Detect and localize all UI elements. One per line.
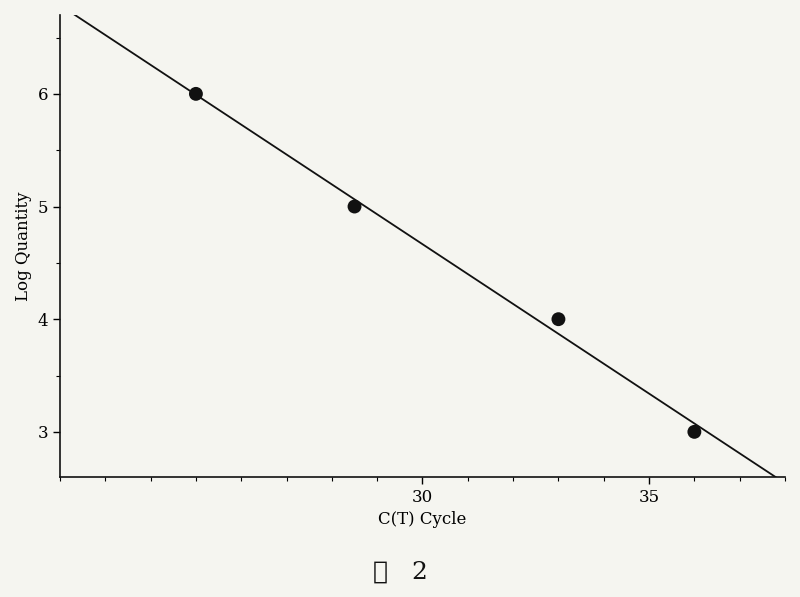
Text: 图   2: 图 2	[373, 561, 427, 584]
Point	[348, 202, 361, 211]
Point	[190, 89, 202, 99]
X-axis label: C(T) Cycle: C(T) Cycle	[378, 511, 466, 528]
Point	[688, 427, 701, 436]
Point	[552, 315, 565, 324]
Y-axis label: Log Quantity: Log Quantity	[15, 191, 32, 301]
